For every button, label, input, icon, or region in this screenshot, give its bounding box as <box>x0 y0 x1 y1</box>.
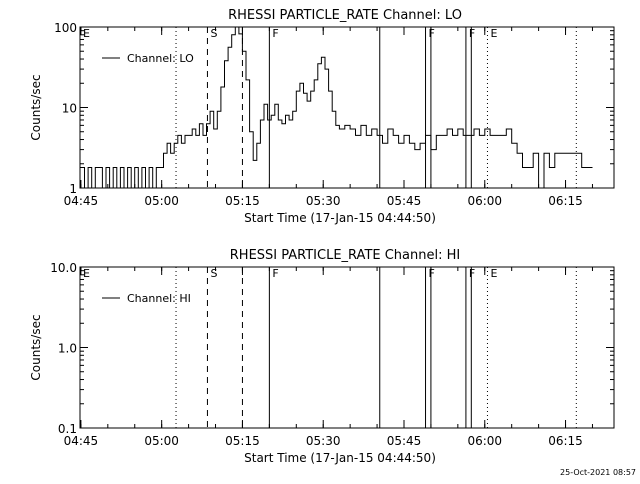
panel-2-x-tick-label: 06:15 <box>548 434 583 448</box>
footer-timestamp: 25-Oct-2021 08:57 <box>560 468 636 477</box>
panel-2-event-marker-label: S <box>210 267 217 280</box>
panel-1-event-marker-label: E <box>490 27 497 40</box>
panel-2-x-tick-label: 05:45 <box>387 434 422 448</box>
panel-1-x-tick-label: 04:45 <box>64 194 99 208</box>
panel-2-x-tick-label: 05:30 <box>306 434 341 448</box>
panel-2-event-marker-label: E <box>83 267 90 280</box>
panel-1-x-tick-label: 05:30 <box>306 194 341 208</box>
panel-2-event-marker-label: E <box>490 267 497 280</box>
panel-2-legend-entry: Channel: HI <box>127 292 191 305</box>
panel-1-y-tick-label: 100 <box>54 21 77 35</box>
panel-1-x-axis-label: Start Time (17-Jan-15 04:44:50) <box>244 211 436 225</box>
panel-2-y-axis-label: Counts/sec <box>29 314 43 380</box>
panel-2-x-tick-label: 05:15 <box>225 434 260 448</box>
panel-1-y-tick-label: 1 <box>69 182 77 196</box>
panel-1-y-axis-label: Counts/sec <box>29 74 43 140</box>
panel-1-event-marker-label: F <box>272 27 278 40</box>
panel-2-event-marker-label: F <box>429 267 435 280</box>
panel-1-x-tick-label: 06:15 <box>548 194 583 208</box>
panel-1-x-tick-label: 05:00 <box>144 194 179 208</box>
panel-1-series-line <box>80 26 593 189</box>
panel-1-chart-title: RHESSI PARTICLE_RATE Channel: LO <box>228 8 462 23</box>
panel-1-x-tick-label: 05:45 <box>387 194 422 208</box>
panel-1-x-tick-label: 05:15 <box>225 194 260 208</box>
panel-1-x-tick-label: 06:00 <box>467 194 502 208</box>
panel-2-y-tick-label: 10.0 <box>50 261 77 275</box>
panel-1-event-marker-label: S <box>210 27 217 40</box>
panel-1-event-marker-label: E <box>83 27 90 40</box>
panel-2-x-tick-label: 04:45 <box>64 434 99 448</box>
panel-1-legend-entry: Channel: LO <box>127 52 194 65</box>
panel-2-y-tick-label: 1.0 <box>58 342 77 356</box>
panel-2-x-tick-label: 06:00 <box>467 434 502 448</box>
panel-1-event-marker-label: F <box>429 27 435 40</box>
panel-2-event-marker-label: F <box>272 267 278 280</box>
panel-2-chart-title: RHESSI PARTICLE_RATE Channel: HI <box>230 248 460 263</box>
panel-2-x-axis-label: Start Time (17-Jan-15 04:44:50) <box>244 451 436 465</box>
panel-2-x-tick-label: 05:00 <box>144 434 179 448</box>
panel-2-y-tick-label: 0.1 <box>58 422 77 436</box>
panel-2-event-marker-label: F <box>469 267 475 280</box>
panel-1-event-marker-label: F <box>469 27 475 40</box>
panel-1-y-tick-label: 10 <box>62 102 77 116</box>
